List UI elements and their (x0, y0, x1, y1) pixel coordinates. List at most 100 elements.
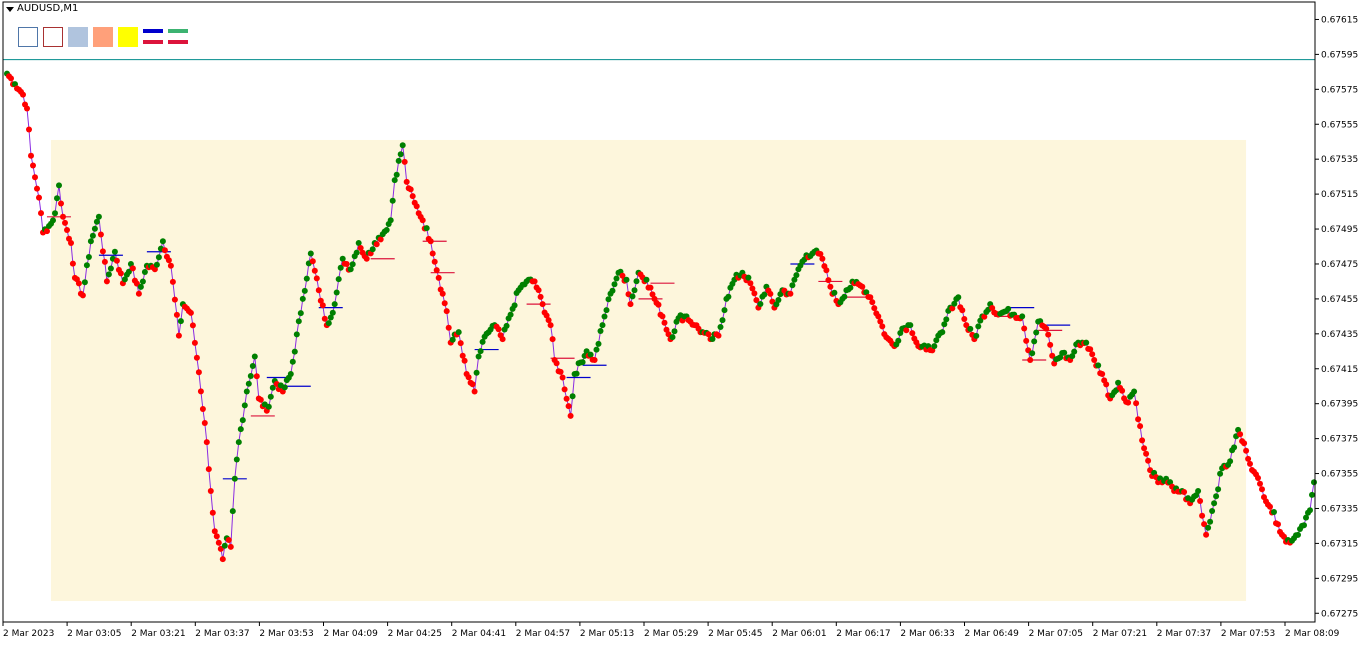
down-price-dot (1049, 352, 1056, 359)
up-price-dot (579, 359, 586, 366)
up-price-dot (54, 195, 60, 202)
up-price-dot (599, 322, 606, 329)
x-tick-label: 2 Mar 04:25 (388, 629, 442, 639)
down-price-dot (655, 301, 662, 308)
salmon-box-button[interactable] (93, 27, 113, 47)
down-price-dot (627, 301, 634, 308)
down-price-dot (79, 292, 86, 299)
up-price-dot (139, 278, 146, 285)
down-price-dot (859, 283, 866, 290)
up-price-dot (1215, 486, 1222, 493)
down-price-dot (103, 278, 110, 285)
up-price-dot (369, 246, 376, 253)
up-price-dot (1019, 313, 1026, 320)
down-price-dot (1203, 531, 1210, 538)
down-price-dot (557, 368, 564, 375)
y-tick-label: 0.67415 (1321, 365, 1358, 375)
down-price-dot (195, 369, 202, 376)
up-price-dot (479, 338, 486, 345)
dropdown-arrow-icon[interactable] (6, 6, 14, 12)
up-price-dot (85, 254, 92, 260)
down-price-dot (1027, 357, 1034, 363)
up-price-dot (1271, 509, 1277, 515)
down-price-dot (445, 324, 452, 331)
down-price-dot (1201, 521, 1208, 528)
up-price-dot (669, 334, 676, 341)
up-price-dot (52, 210, 58, 217)
up-price-dot (943, 316, 950, 323)
light-blue-box-button[interactable] (68, 27, 88, 47)
chart-title[interactable]: AUDUSD,M1 (6, 3, 78, 14)
down-price-dot (227, 543, 234, 550)
down-price-dot (343, 261, 350, 267)
up-price-dot (269, 384, 276, 391)
up-price-dot (221, 542, 228, 549)
plot-border (2, 1, 1316, 623)
up-price-dot (235, 439, 242, 446)
down-price-dot (321, 315, 328, 322)
down-price-dot (1141, 445, 1148, 452)
down-price-dot (1103, 381, 1110, 388)
down-price-dot (1087, 346, 1094, 353)
blue-red-lines-button[interactable] (143, 27, 163, 47)
y-tick-label: 0.67575 (1321, 85, 1358, 95)
y-axis[interactable]: 0.67615 0.67595 0.67575 0.67555 0.67535 0.675… (1315, 15, 1358, 619)
down-price-dot (211, 528, 218, 535)
yellow-box-button[interactable] (118, 27, 138, 47)
up-price-dot (291, 348, 298, 355)
up-price-dot (569, 393, 576, 400)
up-price-dot (105, 271, 112, 278)
down-price-dot (553, 360, 560, 367)
outline-blue-box-button[interactable] (18, 27, 38, 47)
outline-red-box-button[interactable] (43, 27, 63, 47)
up-price-dot (383, 227, 390, 233)
up-price-dot (841, 293, 848, 300)
down-price-dot (531, 278, 538, 285)
down-price-dot (819, 255, 826, 262)
down-price-dot (175, 332, 182, 339)
up-price-dot (1131, 388, 1138, 395)
down-price-dot (75, 280, 82, 287)
up-price-dot (745, 274, 752, 281)
down-price-dot (68, 240, 74, 246)
down-price-dot (547, 322, 554, 329)
up-price-dot (1213, 493, 1220, 500)
up-price-dot (81, 279, 88, 286)
up-price-dot (1231, 444, 1238, 451)
up-price-dot (1115, 379, 1122, 386)
down-price-dot (36, 194, 42, 201)
up-price-dot (1071, 348, 1078, 355)
up-price-dot (603, 307, 610, 314)
down-price-dot (429, 250, 436, 257)
down-price-dot (469, 381, 476, 388)
up-price-dot (287, 371, 294, 377)
up-price-dot (975, 323, 982, 330)
down-price-dot (363, 255, 370, 262)
green-red-lines-button[interactable] (168, 27, 188, 47)
x-tick-label: 2 Mar 04:41 (452, 629, 506, 639)
down-price-dot (62, 219, 68, 226)
x-tick-label: 2 Mar 06:17 (836, 629, 890, 639)
down-price-dot (949, 305, 956, 312)
up-price-dot (289, 358, 296, 365)
up-price-dot (1031, 338, 1038, 345)
up-price-dot (1211, 500, 1218, 507)
up-price-dot (955, 294, 962, 301)
down-price-dot (187, 309, 194, 316)
down-price-dot (197, 388, 204, 395)
up-price-dot (391, 177, 398, 184)
y-tick-label: 0.67435 (1321, 330, 1358, 340)
up-price-dot (573, 370, 580, 377)
down-price-dot (591, 357, 598, 363)
up-price-dot (611, 281, 618, 288)
down-price-dot (1281, 533, 1287, 540)
down-price-dot (1181, 489, 1188, 495)
x-axis[interactable]: 2 Mar 2023 2 Mar 03:05 2 Mar 03:21 2 Mar 03… (2, 622, 1340, 639)
time-range-box (50, 139, 1247, 602)
down-price-dot (435, 274, 442, 281)
up-price-dot (389, 197, 396, 204)
up-price-dot (593, 346, 600, 353)
y-tick-label: 0.67555 (1321, 120, 1358, 130)
